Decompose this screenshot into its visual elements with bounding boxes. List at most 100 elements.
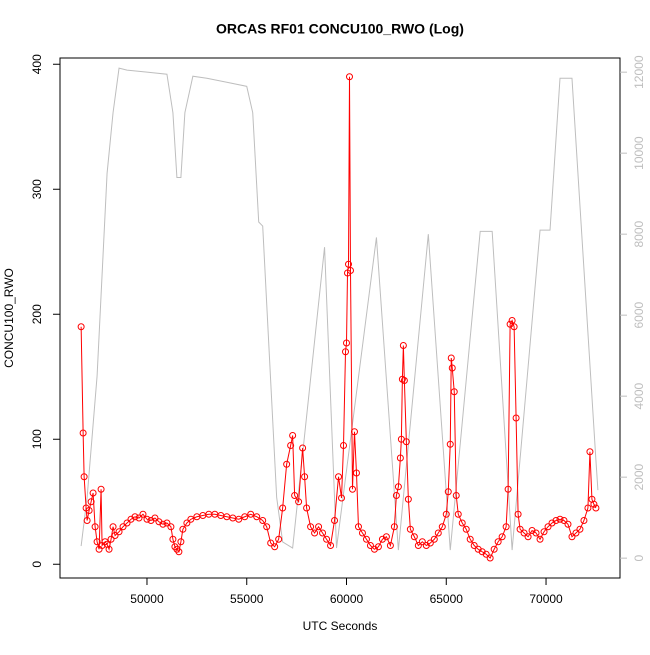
point — [151, 514, 159, 522]
point — [307, 523, 315, 531]
point — [319, 529, 327, 537]
point — [444, 488, 452, 496]
point — [241, 513, 249, 521]
point — [390, 523, 398, 531]
x-axis-label: UTC Seconds — [303, 619, 378, 633]
point — [466, 535, 474, 543]
point — [462, 525, 470, 533]
point — [177, 538, 185, 546]
point — [498, 533, 506, 541]
point — [514, 510, 522, 518]
point — [536, 535, 544, 543]
point — [446, 440, 454, 448]
point — [470, 542, 478, 549]
point — [89, 489, 97, 497]
point — [508, 317, 516, 324]
point — [396, 454, 404, 462]
point — [315, 523, 323, 531]
point — [271, 543, 279, 551]
y2-tick-label: 10000 — [632, 136, 646, 170]
point — [366, 542, 374, 549]
point — [402, 438, 410, 446]
point — [392, 492, 400, 499]
y2-tick-label: 4000 — [632, 382, 646, 409]
point — [504, 485, 512, 493]
point — [580, 517, 588, 524]
point — [414, 542, 422, 549]
point — [458, 519, 466, 527]
y2-tick-label: 6000 — [632, 301, 646, 328]
point — [159, 520, 167, 528]
point — [345, 73, 353, 81]
point — [382, 533, 390, 541]
point — [139, 510, 147, 518]
point — [275, 535, 283, 543]
point — [187, 515, 195, 523]
point — [418, 538, 426, 546]
point — [394, 483, 402, 491]
point — [80, 473, 88, 481]
y2-tick-label: 12000 — [632, 55, 646, 89]
point — [348, 485, 356, 493]
point — [340, 442, 348, 449]
point — [97, 485, 105, 493]
point — [447, 354, 455, 362]
point — [279, 504, 287, 512]
point — [399, 342, 407, 349]
point — [358, 529, 366, 537]
point — [87, 498, 95, 506]
point — [354, 523, 362, 531]
point — [590, 500, 598, 508]
point — [584, 504, 592, 512]
point — [109, 523, 117, 531]
y2-tick-label: 0 — [632, 554, 646, 561]
point — [169, 535, 177, 543]
chart-title: ORCAS RF01 CONCU100_RWO (Log) — [216, 21, 464, 37]
x-tick-label: 55000 — [230, 592, 264, 606]
y-tick-label: 400 — [30, 54, 44, 74]
x-tick-label: 60000 — [330, 592, 364, 606]
point — [438, 523, 446, 531]
point — [331, 517, 339, 524]
point — [344, 260, 352, 268]
point — [490, 545, 498, 553]
y-tick-label: 200 — [30, 304, 44, 324]
point — [374, 543, 382, 551]
point — [406, 525, 414, 533]
point — [486, 554, 494, 562]
point — [143, 515, 151, 523]
point — [434, 529, 442, 537]
y-tick-label: 0 — [30, 561, 44, 568]
point — [430, 535, 438, 543]
point — [352, 469, 360, 477]
point — [119, 523, 127, 531]
point — [105, 545, 113, 553]
point — [135, 514, 143, 522]
point — [167, 523, 175, 531]
point — [540, 528, 548, 536]
point — [386, 542, 394, 549]
point — [512, 414, 520, 422]
point — [267, 539, 275, 547]
point — [510, 323, 518, 331]
point — [311, 529, 319, 537]
point — [404, 495, 412, 503]
point — [502, 523, 510, 531]
point — [410, 533, 418, 541]
point — [175, 548, 183, 556]
point — [516, 525, 524, 533]
point — [450, 388, 458, 396]
point — [283, 460, 291, 468]
point — [560, 517, 568, 524]
point — [426, 539, 434, 547]
x-tick-label: 50000 — [130, 592, 164, 606]
point — [362, 535, 370, 543]
point — [556, 515, 564, 523]
point — [77, 323, 85, 331]
point — [452, 492, 460, 499]
point — [524, 533, 532, 541]
point — [327, 542, 335, 549]
point — [235, 515, 243, 523]
